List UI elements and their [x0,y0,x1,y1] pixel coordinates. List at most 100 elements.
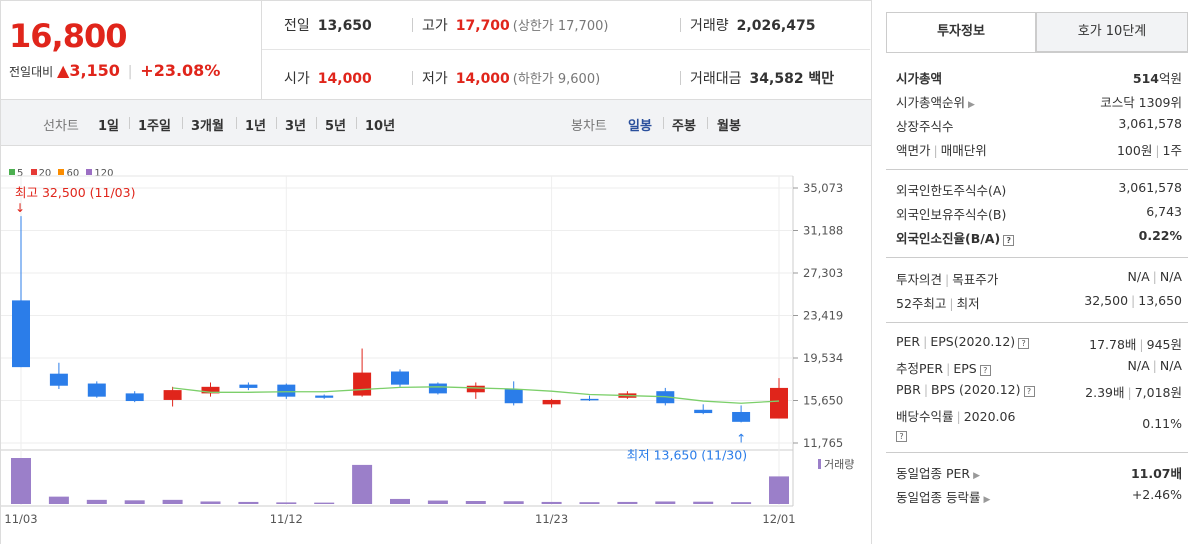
high-annotation: 최고 32,500 (11/03) [15,185,135,200]
chart-toolbar: 선차트 1일 1주일 3개월 1년 3년 5년 10년 봉차트 일봉 주봉 월봉 [0,100,872,146]
row-52week: 52주최고 | 최저 32,500 | 13,650 [896,293,1182,311]
volume-bar [352,464,373,504]
candle-body [770,387,788,419]
up-arrow-icon: ▲ [57,61,70,80]
candle-body [694,409,713,414]
candle-body [49,373,68,386]
low-annotation: 최저 13,650 (11/30) [627,447,747,462]
volume-bar [124,500,145,504]
legend-ma120: 120 [86,168,114,179]
y-tick-label: 23,419 [803,309,843,323]
candlestick-svg: 35,073 31,188 27,303 23,419 19,534 15,650 11,7… [1,175,854,526]
candle-body [428,383,447,394]
candle-body [12,300,30,368]
candle-body [315,395,334,398]
volume-bar [465,501,486,504]
row-est-per: 추정PER | EPS? N/A | N/A [896,358,1182,376]
row-per-eps: PER | EPS(2020.12)? 17.78배 | 945원 [896,334,1182,352]
row-market-cap-rank[interactable]: 시가총액순위 ▶ 코스닥 1309위 [896,95,1182,110]
price-summary: 16,800 전일대비 ▲3,150 | +23.08% [0,0,262,100]
chevron-right-icon: ▶ [973,471,981,481]
candle-body [466,385,485,393]
volume-bar [655,501,676,504]
volume-bar [390,498,410,504]
volume-bar [693,501,714,504]
row-dividend: 배당수익률 | 2020.06? 0.11% [896,409,1182,442]
y-tick-label: 11,765 [803,436,843,450]
y-tick-label: 19,534 [803,351,843,365]
chevron-right-icon: ▶ [968,100,975,110]
candle-body [163,390,182,400]
candle-body [87,383,106,397]
price-chart: 5 20 60 120 35,073 31,188 27,303 23,419 19,5… [0,146,872,544]
current-price: 16,800 [9,17,127,55]
row-peer-per[interactable]: 동일업종 PER ▶ 11.07배 [896,466,1182,481]
x-tick-label: 11/03 [4,512,37,526]
down-arrow-icon: ↓ [15,201,25,215]
help-icon[interactable]: ? [896,431,907,442]
range-1d[interactable]: 1일 [98,119,120,134]
help-icon[interactable]: ? [1018,338,1030,349]
range-5y[interactable]: 5년 [325,119,347,134]
change-row: 전일대비 ▲3,150 | +23.08% [9,61,221,80]
x-tick-label: 11/12 [270,512,303,526]
stat-prev: 전일 13,650 [284,18,372,34]
row-opinion-target: 투자의견 | 목표주가 N/A | N/A [896,269,1182,287]
change-percent: +23.08% [140,61,221,80]
volume-bar [200,501,221,504]
legend-ma20: 20 [30,168,51,179]
range-1y[interactable]: 1년 [245,119,267,134]
volume-bar [579,502,600,504]
range-3y[interactable]: 3년 [285,119,307,134]
candle-weekly[interactable]: 주봉 [672,119,696,134]
row-foreign-hold: 외국인보유주식수(B) 6,743 [896,204,1182,222]
y-tick-label: 31,188 [803,224,843,238]
row-foreign-ratio: 외국인소진율(B/A)? 0.22% [896,228,1182,246]
volume-bar [276,502,297,504]
y-tick-label: 15,650 [803,393,843,407]
volume-bar [769,476,789,504]
range-3m[interactable]: 3개월 [191,119,224,134]
volume-legend-label: 거래량 [824,458,854,471]
volume-bar [617,501,638,504]
row-market-cap: 시가총액 514억원 [896,71,1182,86]
volume-bar [314,502,335,504]
tab-invest-info[interactable]: 투자정보 [886,12,1036,52]
range-1w[interactable]: 1주일 [138,119,171,134]
stat-high: 고가 17,700 (상한가 17,700) [422,18,609,34]
change-label: 전일대비 [9,65,54,79]
row-listed-shares: 상장주식수 3,061,578 [896,116,1182,134]
candle-body [239,384,258,388]
row-peer-rate[interactable]: 동일업종 등락률 ▶ +2.46% [896,487,1182,505]
candle-body [580,398,599,401]
row-par-unit: 액면가 | 매매단위 100원 | 1주 [896,143,1182,158]
up-arrow-icon: ↑ [736,431,746,445]
help-icon[interactable]: ? [1023,386,1035,397]
volume-bar [86,499,107,504]
volume-bar [162,499,183,504]
ma5-line [172,386,780,404]
volume-bar [48,496,69,504]
row-pbr-bps: PBR | BPS (2020.12)? 2.39배 | 7,018원 [896,382,1182,400]
volume-bar [238,501,259,504]
candle-body [353,372,372,396]
candle-daily[interactable]: 일봉 [628,119,652,134]
y-tick-label: 27,303 [803,266,843,280]
legend-ma5: 5 [9,168,23,179]
change-value: 3,150 [69,61,120,80]
legend-ma60: 60 [58,168,79,179]
volume-legend-swatch [818,459,821,469]
help-icon[interactable]: ? [1003,235,1015,246]
help-icon[interactable]: ? [979,365,991,376]
candle-body [201,386,220,394]
range-10y[interactable]: 10년 [365,119,396,134]
volume-bar [427,500,448,504]
stat-amount: 거래대금 34,582 백만 [690,71,835,87]
volume-bar [731,502,752,504]
tab-quote-10[interactable]: 호가 10단계 [1036,12,1188,52]
candle-body [732,411,751,422]
x-tick-label: 12/01 [762,512,795,526]
candle-monthly[interactable]: 월봉 [717,119,741,134]
volume-bar [541,501,562,504]
candle-body [277,384,296,397]
